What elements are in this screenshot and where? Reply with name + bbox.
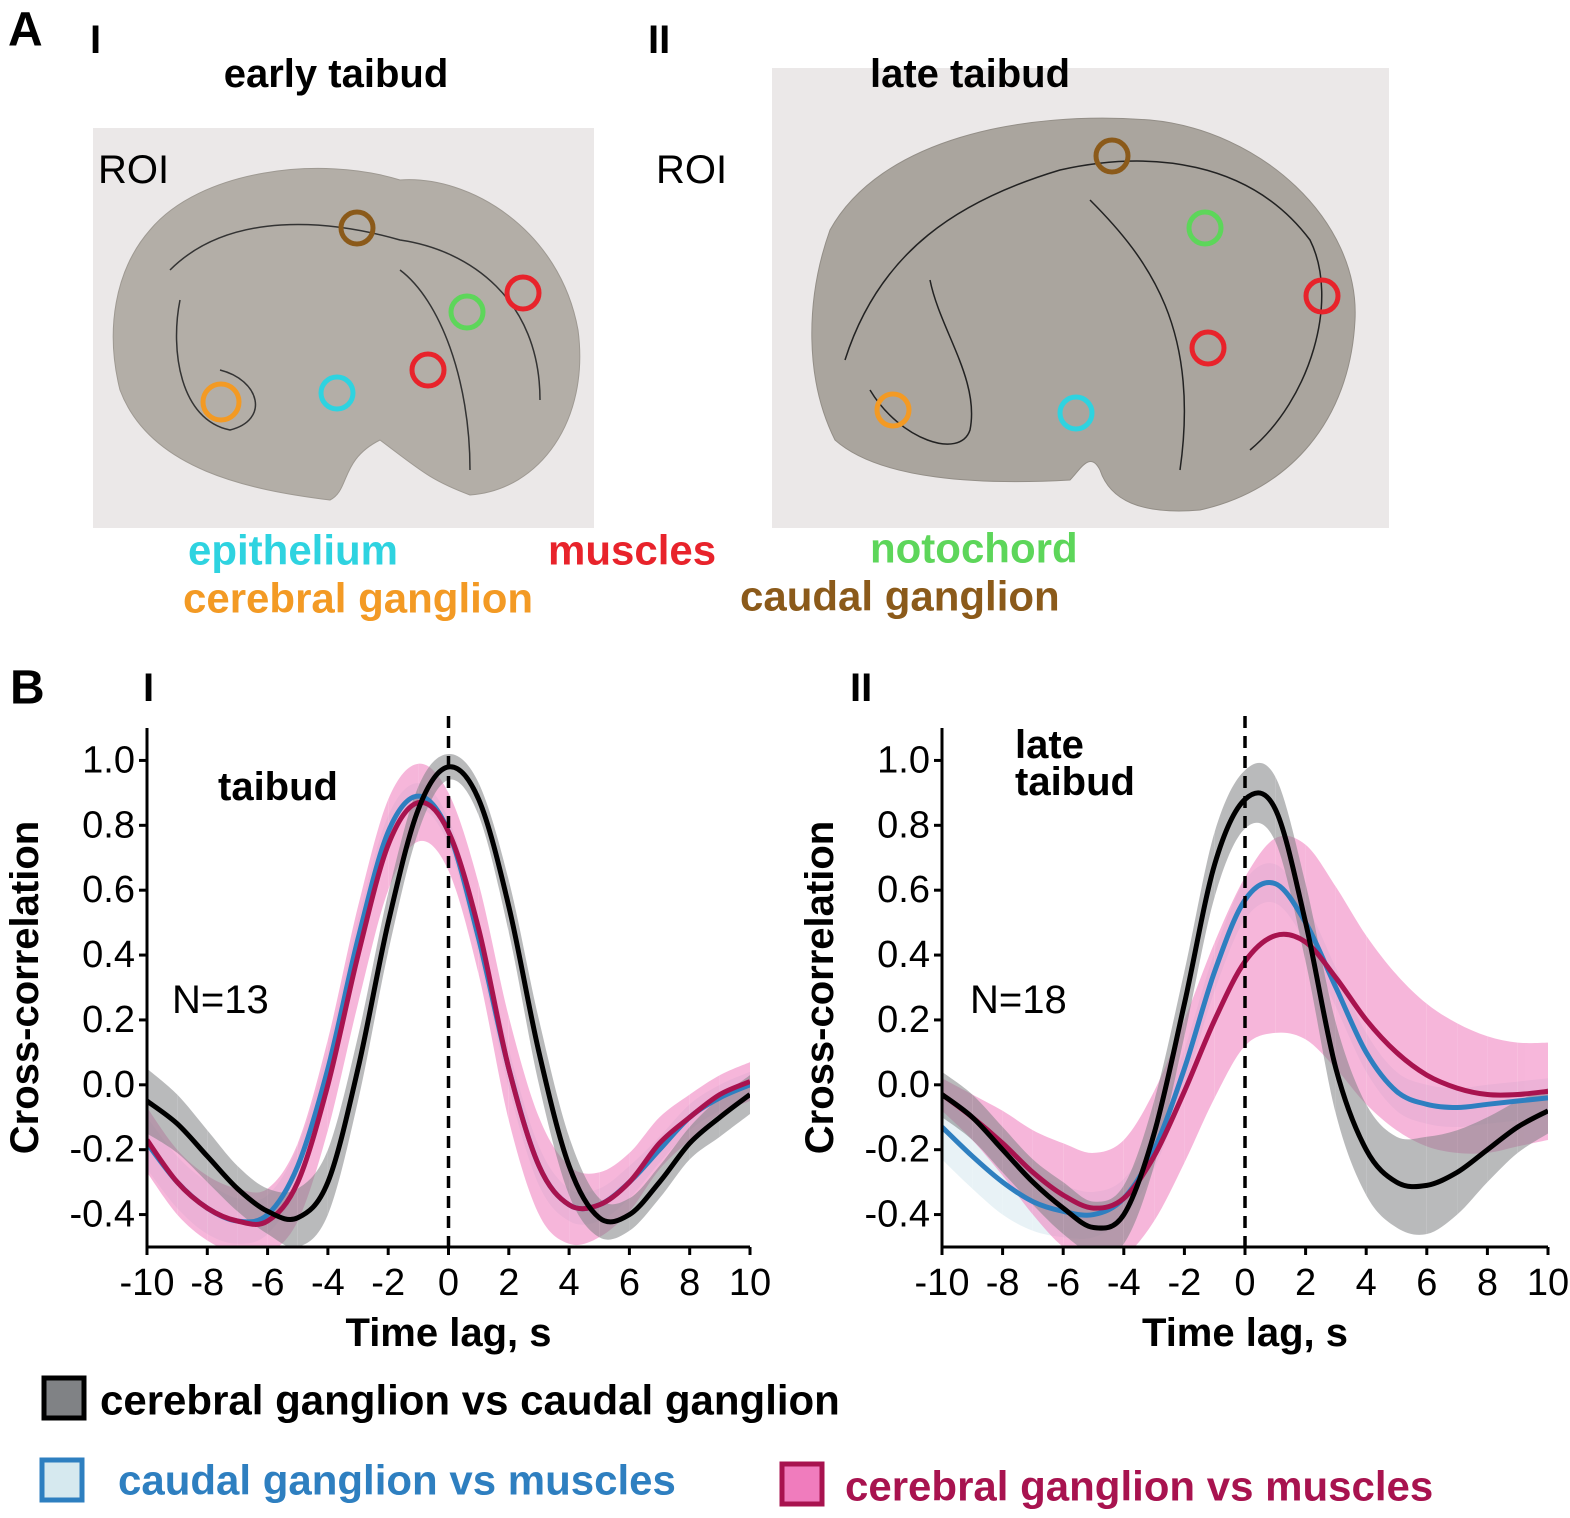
band-segment xyxy=(1426,1003,1458,1153)
annotation: taibud xyxy=(218,765,338,809)
panel-label: I xyxy=(90,18,101,62)
roi-circle xyxy=(1186,209,1224,247)
outline xyxy=(844,160,1323,471)
x-tick-label: 10 xyxy=(1527,1262,1569,1304)
sample-size: N=13 xyxy=(172,978,269,1022)
band-segment xyxy=(1457,1117,1488,1215)
roi-circle xyxy=(200,381,242,423)
roi-circle xyxy=(338,209,376,247)
annotation: taibud xyxy=(1015,760,1135,804)
legend-swatch xyxy=(779,1461,825,1507)
x-tick-label: -10 xyxy=(120,1262,175,1304)
band-segment xyxy=(388,763,419,891)
y-tick-label: 0.2 xyxy=(877,999,930,1041)
band-segment xyxy=(1366,935,1397,1131)
image-title: late taibud xyxy=(870,52,1070,96)
x-tick-label: 6 xyxy=(619,1262,640,1304)
y-tick-label: -0.2 xyxy=(70,1129,135,1171)
x-axis-label: Time lag, s xyxy=(1142,1311,1348,1355)
x-tick-label: -2 xyxy=(371,1262,405,1304)
x-tick-label: -10 xyxy=(915,1262,970,1304)
y-tick-label: -0.4 xyxy=(70,1194,135,1236)
series-line xyxy=(147,799,750,1227)
series-line xyxy=(942,880,1548,1218)
y-tick-label: 1.0 xyxy=(82,739,135,781)
y-tick-label: 0.6 xyxy=(82,869,135,911)
band-segment xyxy=(539,1117,570,1244)
roi-circle xyxy=(1189,329,1227,367)
roi-legend: notochord xyxy=(870,525,1078,572)
roi-label: ROI xyxy=(656,148,727,192)
y-tick-label: 0.8 xyxy=(877,804,930,846)
legend-label: caudal ganglion vs muscles xyxy=(118,1457,676,1504)
y-axis-label: Cross-correlation xyxy=(798,821,842,1154)
y-tick-label: 0.0 xyxy=(877,1064,930,1106)
band-segment xyxy=(1366,1104,1397,1228)
outline xyxy=(169,223,541,471)
roi-circle xyxy=(1057,394,1095,432)
x-tick-label: 8 xyxy=(1477,1262,1498,1304)
y-tick-label: 0.0 xyxy=(82,1064,135,1106)
sample-size: N=18 xyxy=(970,978,1067,1022)
roi-circle xyxy=(1303,277,1341,315)
y-tick-label: 0.8 xyxy=(82,804,135,846)
x-tick-label: -4 xyxy=(311,1262,345,1304)
panel-label: I xyxy=(143,666,154,710)
band-segment xyxy=(297,1149,328,1247)
embryo xyxy=(811,117,1356,512)
roi-circle xyxy=(504,274,542,312)
roi-legend: caudal ganglion xyxy=(740,573,1060,620)
x-tick-label: 2 xyxy=(1295,1262,1316,1304)
x-tick-label: -6 xyxy=(251,1262,285,1304)
x-tick-label: -8 xyxy=(986,1262,1020,1304)
panel-label: II xyxy=(648,18,670,62)
x-tick-label: -6 xyxy=(1046,1262,1080,1304)
x-tick-label: 0 xyxy=(438,1262,459,1304)
roi-circle xyxy=(409,351,447,389)
band-segment xyxy=(1214,770,1245,897)
image-title: early taibud xyxy=(224,52,449,96)
y-tick-label: 0.6 xyxy=(877,869,930,911)
legend-swatch xyxy=(39,1457,85,1503)
panel-letter: A xyxy=(8,4,43,57)
roi-circle xyxy=(874,391,912,429)
x-axis-label: Time lag, s xyxy=(345,1311,551,1355)
band-segment xyxy=(1123,1101,1155,1244)
y-tick-label: 1.0 xyxy=(877,739,930,781)
legend-label: cerebral ganglion vs caudal ganglion xyxy=(100,1377,840,1424)
x-tick-label: 2 xyxy=(498,1262,519,1304)
band-segment xyxy=(1487,1101,1518,1183)
y-tick-label: -0.4 xyxy=(865,1194,930,1236)
band-segment xyxy=(1396,974,1427,1147)
roi-circle xyxy=(1093,137,1131,175)
legend-swatch xyxy=(41,1375,87,1421)
x-tick-label: 8 xyxy=(679,1262,700,1304)
legend-label: cerebral ganglion vs muscles xyxy=(845,1463,1433,1510)
x-tick-label: -2 xyxy=(1168,1262,1202,1304)
band-segment xyxy=(1245,762,1276,842)
roi-legend: cerebral ganglion xyxy=(183,575,533,622)
roi-legend: epithelium xyxy=(188,527,398,574)
y-tick-label: 0.2 xyxy=(82,999,135,1041)
y-axis-label: Cross-correlation xyxy=(3,821,47,1154)
roi-label: ROI xyxy=(98,148,169,192)
x-tick-label: -8 xyxy=(190,1262,224,1304)
roi-circle xyxy=(448,293,486,331)
panel-letter: B xyxy=(10,662,45,715)
x-tick-label: 4 xyxy=(559,1262,580,1304)
x-tick-label: 4 xyxy=(1356,1262,1377,1304)
x-tick-label: 0 xyxy=(1234,1262,1255,1304)
y-tick-label: -0.2 xyxy=(865,1129,930,1171)
roi-circle xyxy=(318,374,356,412)
y-tick-label: 0.4 xyxy=(877,934,930,976)
panel-label: II xyxy=(850,666,872,710)
x-tick-label: 10 xyxy=(729,1262,771,1304)
x-tick-label: -4 xyxy=(1107,1262,1141,1304)
roi-legend: muscles xyxy=(548,527,716,574)
annotation: late xyxy=(1015,723,1084,767)
y-tick-label: 0.4 xyxy=(82,934,135,976)
x-tick-label: 6 xyxy=(1416,1262,1437,1304)
